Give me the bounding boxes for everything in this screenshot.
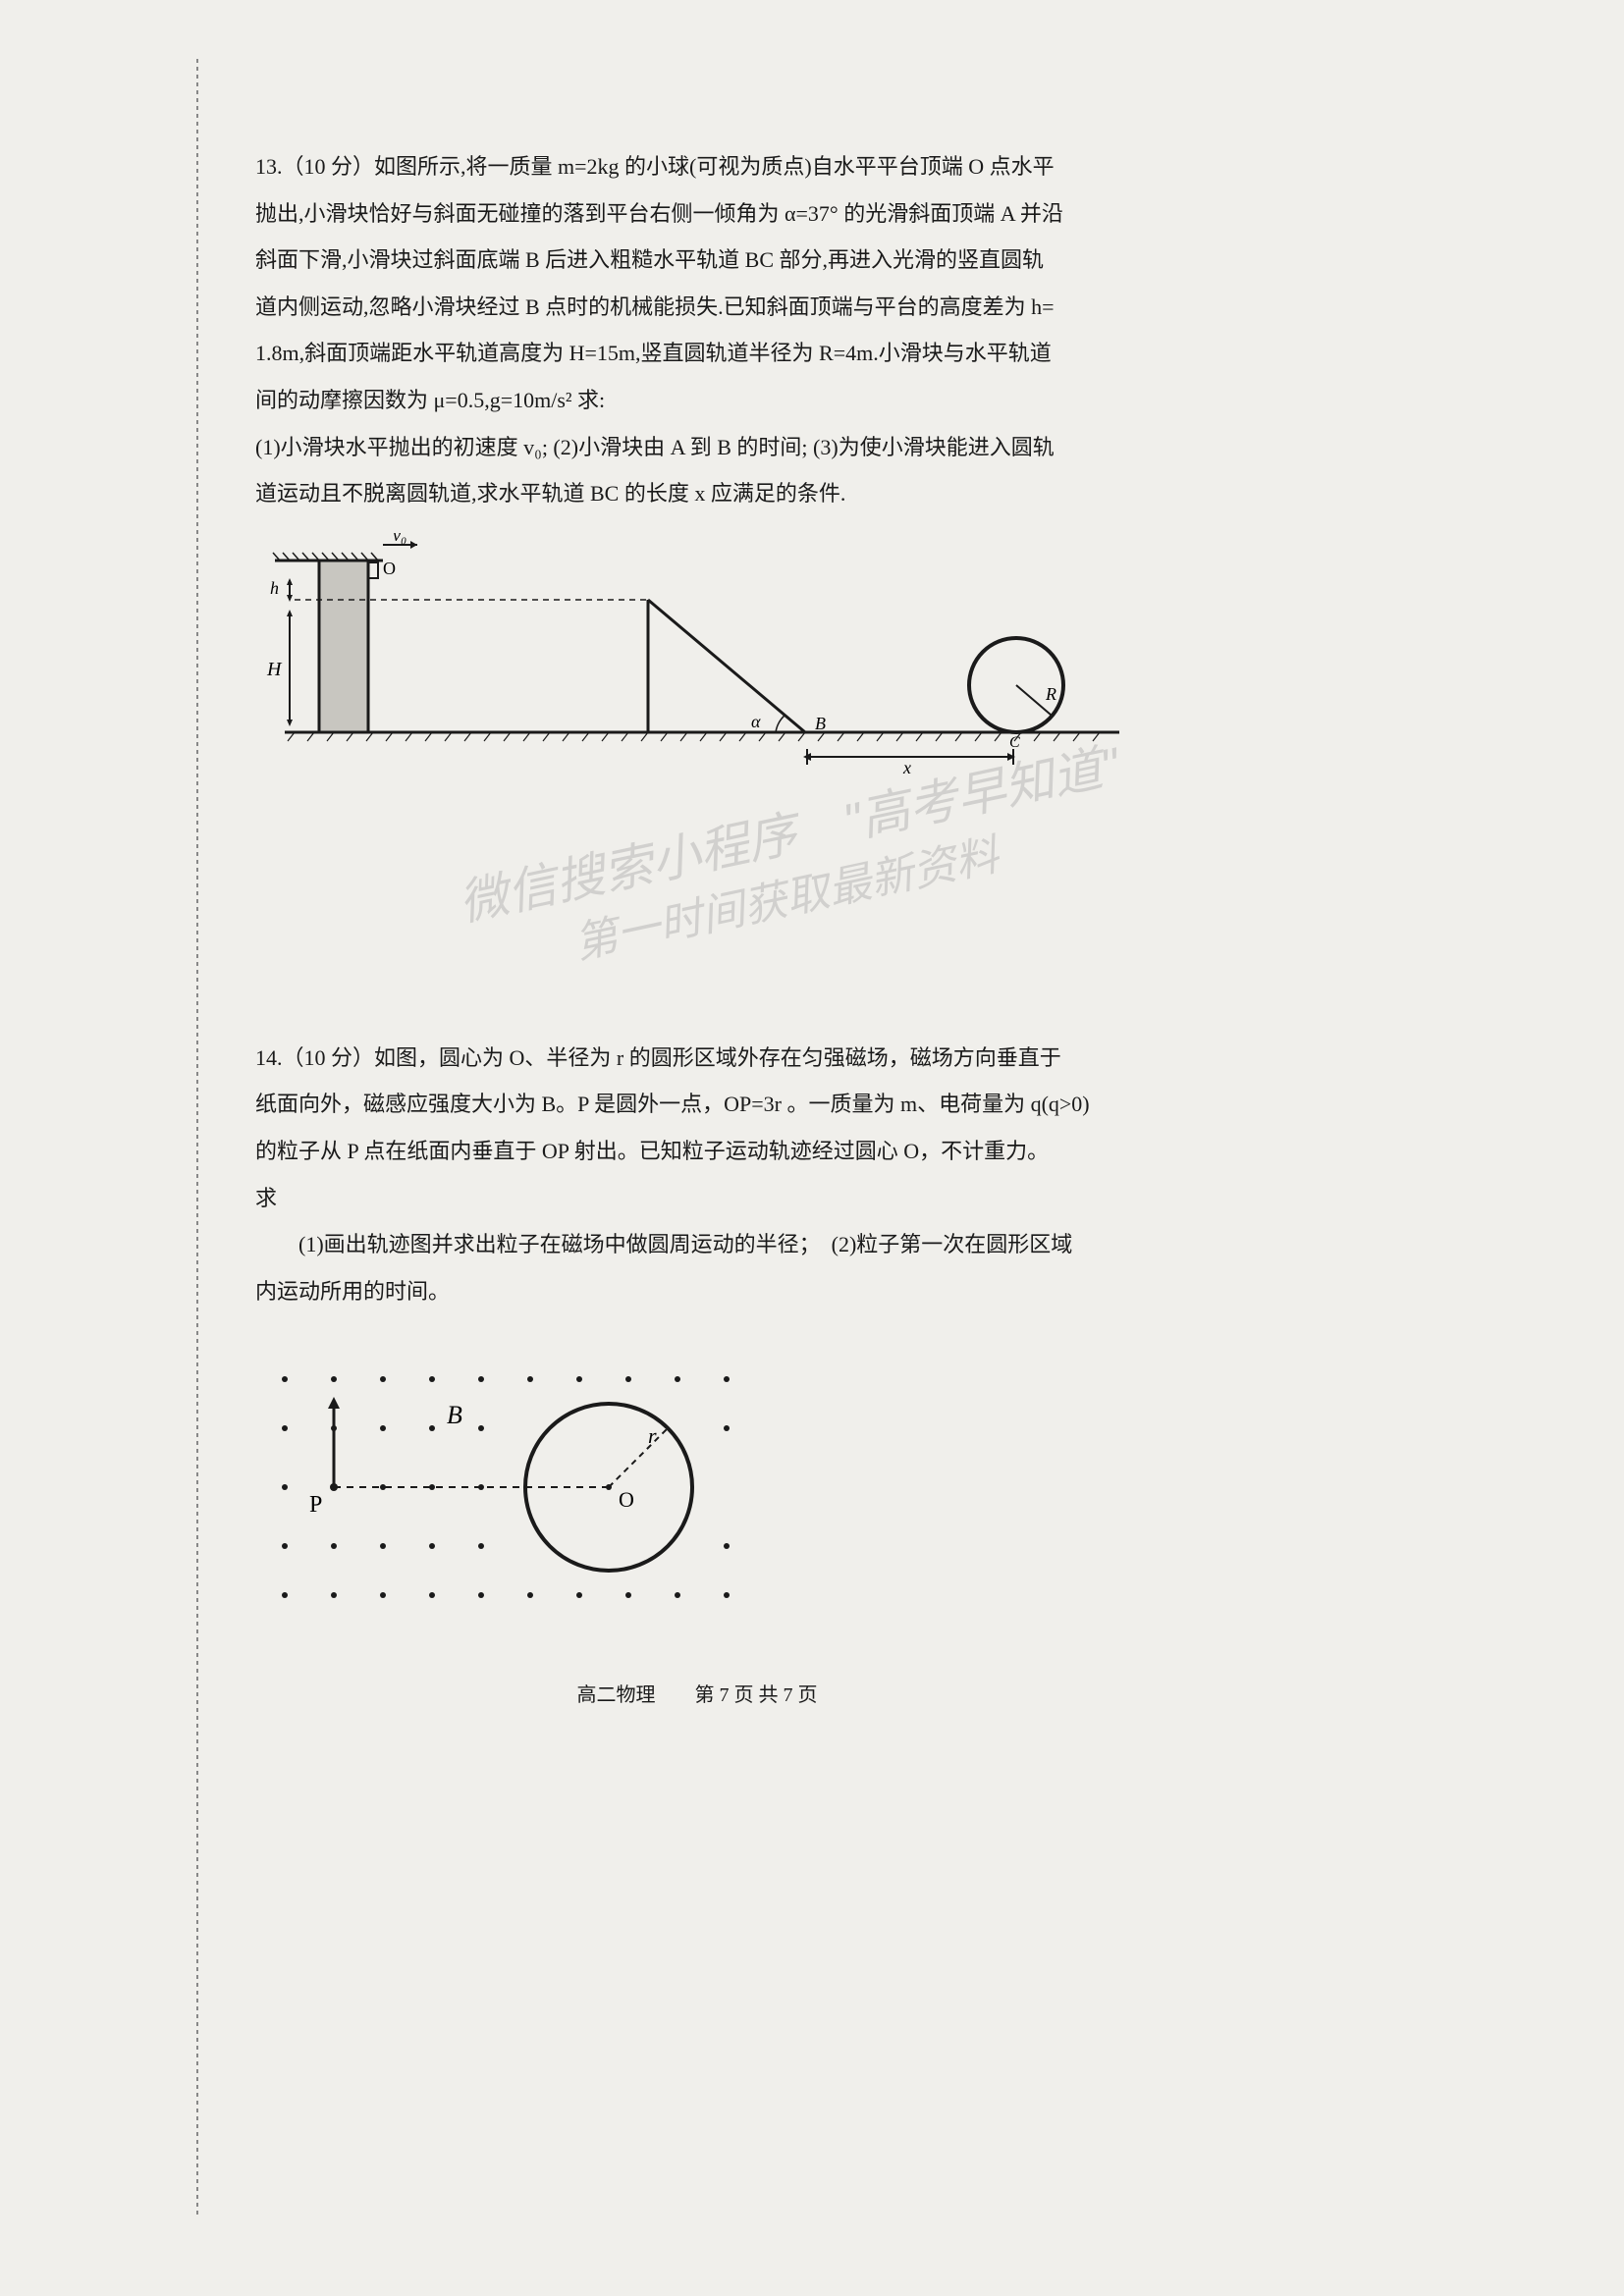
- label-r: r: [648, 1423, 657, 1448]
- problem-13-q1: (1)小滑块水平抛出的初速度 v₀; (2)小滑块由 A 到 B 的时间; (3…: [255, 428, 1139, 467]
- label-h: h: [270, 578, 279, 598]
- h-arrow-top: [287, 578, 293, 585]
- diagram-13-svg: O v₀ h H: [255, 533, 1139, 778]
- label-v0: v₀: [393, 533, 406, 545]
- problem-14-number: 14.: [255, 1045, 283, 1070]
- H-arrow-bottom: [287, 720, 293, 726]
- diagram-14-svg: B O r P: [255, 1350, 844, 1644]
- label-C: C: [1009, 734, 1020, 751]
- page-content: 13.（10 分）如图所示,将一质量 m=2kg 的小球(可视为质点)自水平平台…: [255, 147, 1139, 1746]
- problem-14: 14.（10 分）如图，圆心为 O、半径为 r 的圆形区域外存在匀强磁场，磁场方…: [255, 1039, 1139, 1708]
- alpha-arc: [776, 715, 785, 732]
- problem-13-line2: 抛出,小滑块恰好与斜面无碰撞的落到平台右侧一倾角为 α=37° 的光滑斜面顶端 …: [255, 194, 1139, 234]
- label-alpha: α: [751, 712, 761, 731]
- problem-13-number: 13.: [255, 154, 283, 179]
- label-P: P: [309, 1492, 322, 1518]
- problem-13-line6: 间的动摩擦因数为 μ=0.5,g=10m/s² 求:: [255, 381, 1139, 420]
- problem-14-line4: 求: [255, 1179, 1139, 1218]
- page-footer: 高二物理 第 7 页 共 7 页: [255, 1679, 1139, 1707]
- incline-slope: [648, 600, 805, 732]
- problem-14-line2: 纸面向外，磁感应强度大小为 B。P 是圆外一点，OP=3r 。一质量为 m、电荷…: [255, 1085, 1139, 1124]
- problem-14-line1: 14.（10 分）如图，圆心为 O、半径为 r 的圆形区域外存在匀强磁场，磁场方…: [255, 1039, 1139, 1078]
- problem-13-points: （10 分）: [283, 154, 375, 179]
- problem-13: 13.（10 分）如图所示,将一质量 m=2kg 的小球(可视为质点)自水平平台…: [255, 147, 1139, 783]
- problem-13-line1: 13.（10 分）如图所示,将一质量 m=2kg 的小球(可视为质点)自水平平台…: [255, 147, 1139, 187]
- problem-13-diagram: O v₀ h H: [255, 533, 1139, 783]
- problem-13-line3: 斜面下滑,小滑块过斜面底端 B 后进入粗糙水平轨道 BC 部分,再进入光滑的竖直…: [255, 240, 1139, 280]
- v0-arrow-head: [410, 541, 417, 549]
- platform-column: [319, 561, 368, 732]
- label-x: x: [902, 758, 911, 777]
- problem-14-q2: 内运动所用的时间。: [255, 1272, 1139, 1311]
- problem-14-text1: 如图，圆心为 O、半径为 r 的圆形区域外存在匀强磁场，磁场方向垂直于: [374, 1045, 1061, 1070]
- problem-13-text1: 如图所示,将一质量 m=2kg 的小球(可视为质点)自水平平台顶端 O 点水平: [374, 154, 1055, 179]
- problem-13-line5: 1.8m,斜面顶端距水平轨道高度为 H=15m,竖直圆轨道半径为 R=4m.小滑…: [255, 334, 1139, 373]
- label-B: B: [815, 714, 826, 733]
- margin-line: [196, 59, 198, 2218]
- problem-14-diagram: B O r P: [255, 1350, 1139, 1649]
- H-arrow-top: [287, 610, 293, 616]
- h-arrow-bottom: [287, 595, 293, 602]
- label-o: O: [383, 559, 396, 578]
- problem-13-line4: 道内侧运动,忽略小滑块经过 B 点时的机械能损失.已知斜面顶端与平台的高度差为 …: [255, 288, 1139, 327]
- label-H: H: [266, 659, 283, 680]
- problem-13-q2: 道运动且不脱离圆轨道,求水平轨道 BC 的长度 x 应满足的条件.: [255, 474, 1139, 513]
- label-O-center: O: [619, 1487, 634, 1512]
- label-B-field: B: [447, 1401, 462, 1429]
- problem-14-q1: (1)画出轨迹图并求出粒子在磁场中做圆周运动的半径； (2)粒子第一次在圆形区域: [255, 1225, 1139, 1264]
- p-arrow-head: [328, 1397, 340, 1409]
- problem-14-points: （10 分）: [283, 1045, 375, 1070]
- problem-14-line3: 的粒子从 P 点在纸面内垂直于 OP 射出。已知粒子运动轨迹经过圆心 O，不计重…: [255, 1132, 1139, 1171]
- spacer: [255, 823, 1139, 1039]
- radius-r-line: [609, 1428, 668, 1487]
- label-R: R: [1045, 684, 1056, 704]
